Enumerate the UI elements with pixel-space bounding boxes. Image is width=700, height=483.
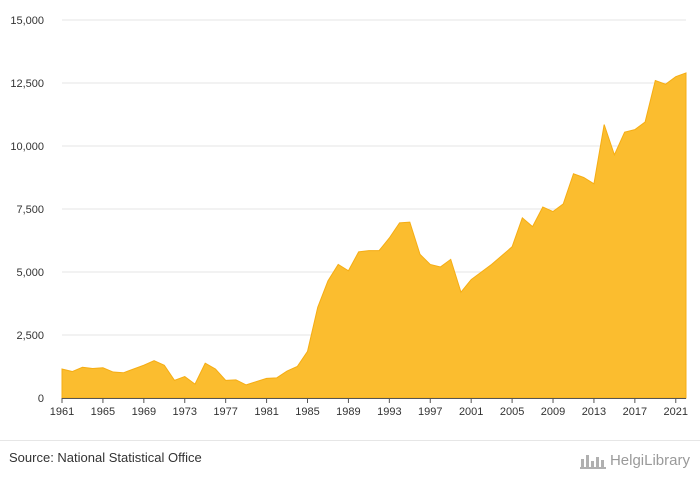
logo-text: HelgiLibrary xyxy=(609,451,690,469)
y-tick-label: 0 xyxy=(38,393,44,405)
x-tick-label: 2021 xyxy=(664,406,688,418)
footer-divider xyxy=(0,440,700,441)
y-tick-label: 12,500 xyxy=(10,78,44,90)
y-tick-label: 2,500 xyxy=(16,330,44,342)
x-tick-label: 2013 xyxy=(582,406,606,418)
x-tick-label: 1993 xyxy=(377,406,401,418)
x-tick-label: 1989 xyxy=(336,406,360,418)
y-tick-label: 10,000 xyxy=(10,141,44,153)
factory-icon xyxy=(579,455,606,469)
x-tick-label: 1997 xyxy=(418,406,442,418)
y-tick-label: 7,500 xyxy=(16,204,44,216)
x-tick-label: 2017 xyxy=(623,406,647,418)
x-tick-label: 1985 xyxy=(295,406,319,418)
area-layer xyxy=(61,72,687,399)
helgi-library-logo: HelgiLibrary xyxy=(579,449,690,471)
x-tick-label: 2001 xyxy=(459,406,483,418)
source-note: Source: National Statistical Office xyxy=(9,450,202,465)
area-series xyxy=(61,72,687,399)
x-tick-label: 2009 xyxy=(541,406,565,418)
x-tick-label: 1965 xyxy=(91,406,115,418)
x-tick-label: 1973 xyxy=(173,406,197,418)
x-tick-label: 1977 xyxy=(213,406,237,418)
x-tick-label: 1969 xyxy=(132,406,156,418)
x-axis: 1961 1965 1969 1973 1977 1981 1985 1989 1993 1997… xyxy=(50,398,688,418)
y-tick-label: 15,000 xyxy=(10,15,44,27)
x-tick-label: 1961 xyxy=(50,406,74,418)
x-tick-label: 2005 xyxy=(500,406,524,418)
y-tick-label: 5,000 xyxy=(16,267,44,279)
y-axis: 0 2,500 5,000 7,500 10,000 12,500 15,000 xyxy=(10,15,44,405)
x-tick-label: 1981 xyxy=(254,406,278,418)
